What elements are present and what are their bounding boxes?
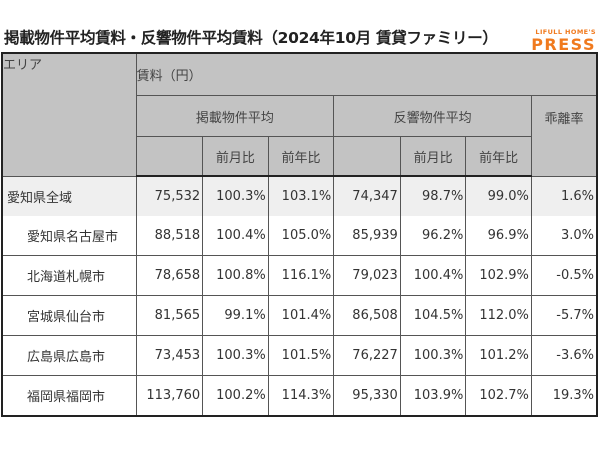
response-mom-header: 前月比	[399, 136, 467, 177]
response-yoy-cell: 99.0%	[465, 175, 532, 216]
response-yoy-cell: 102.9%	[465, 255, 532, 296]
response-cell: 86,508	[333, 295, 401, 336]
listed-mom-cell: 100.8%	[202, 255, 269, 296]
response-cell: 79,023	[333, 255, 401, 296]
listed-cell: 113,760	[135, 375, 204, 417]
listed-blank-header	[135, 136, 204, 177]
table-row: 北海道札幌市 78,658 100.8% 116.1% 79,023 100.4…	[1, 255, 598, 296]
listed-cell: 78,658	[135, 255, 204, 296]
listed-mom-cell: 100.4%	[202, 216, 269, 256]
area-cell: 広島県広島市	[1, 335, 137, 376]
rent-header: 賃料（円）	[135, 52, 598, 96]
listed-mom-cell: 100.2%	[202, 375, 269, 417]
table-row: 宮城県仙台市 81,565 99.1% 101.4% 86,508 104.5%…	[1, 295, 598, 336]
listed-mom-cell: 100.3%	[202, 335, 269, 376]
response-mom-cell: 103.9%	[399, 375, 467, 417]
response-mom-cell: 100.3%	[399, 335, 467, 376]
area-cell: 福岡県福岡市	[1, 375, 137, 417]
response-cell: 95,330	[333, 375, 401, 417]
response-cell: 74,347	[333, 175, 401, 216]
logo-big-text: PRESS	[531, 35, 596, 54]
gap-rate-cell: -0.5%	[530, 255, 598, 296]
listed-yoy-header: 前年比	[267, 136, 335, 177]
area-cell: 愛知県名古屋市	[1, 216, 137, 256]
gap-rate-header: 乖離率	[530, 95, 598, 177]
area-cell: 北海道札幌市	[1, 255, 137, 296]
rent-table: エリア 賃料（円） 掲載物件平均 反響物件平均 乖離率 前月比 前年比 前月比 …	[1, 52, 598, 417]
listed-cell: 73,453	[135, 335, 204, 376]
response-yoy-cell: 102.7%	[465, 375, 532, 417]
gap-rate-cell: -3.6%	[530, 335, 598, 376]
table-row: 福岡県福岡市 113,760 100.2% 114.3% 95,330 103.…	[1, 375, 598, 417]
listed-mom-header: 前月比	[202, 136, 269, 177]
response-mom-cell: 104.5%	[399, 295, 467, 336]
response-yoy-cell: 96.9%	[465, 216, 532, 256]
table-row: 愛知県名古屋市 88,518 100.4% 105.0% 85,939 96.2…	[1, 216, 598, 256]
response-yoy-cell: 112.0%	[465, 295, 532, 336]
listed-cell: 88,518	[135, 216, 204, 256]
listed-yoy-cell: 114.3%	[267, 375, 335, 417]
listed-avg-header: 掲載物件平均	[135, 95, 335, 137]
response-avg-header: 反響物件平均	[333, 95, 532, 137]
gap-rate-cell: 19.3%	[530, 375, 598, 417]
area-cell: 愛知県全域	[1, 175, 137, 216]
listed-yoy-cell: 101.5%	[267, 335, 335, 376]
listed-yoy-cell: 116.1%	[267, 255, 335, 296]
response-cell: 76,227	[333, 335, 401, 376]
listed-yoy-cell: 105.0%	[267, 216, 335, 256]
response-blank-header	[333, 136, 401, 177]
response-yoy-cell: 101.2%	[465, 335, 532, 376]
response-yoy-header: 前年比	[465, 136, 532, 177]
response-mom-cell: 96.2%	[399, 216, 467, 256]
listed-cell: 75,532	[135, 175, 204, 216]
listed-mom-cell: 100.3%	[202, 175, 269, 216]
area-cell: 宮城県仙台市	[1, 295, 137, 336]
gap-rate-cell: -5.7%	[530, 295, 598, 336]
page-title: 掲載物件平均賃料・反響物件平均賃料（2024年10月 賃貸ファミリー）	[4, 29, 498, 47]
gap-rate-cell: 3.0%	[530, 216, 598, 256]
response-cell: 85,939	[333, 216, 401, 256]
listed-yoy-cell: 103.1%	[267, 175, 335, 216]
listed-cell: 81,565	[135, 295, 204, 336]
table-row: 広島県広島市 73,453 100.3% 101.5% 76,227 100.3…	[1, 335, 598, 376]
response-mom-cell: 98.7%	[399, 175, 467, 216]
listed-mom-cell: 99.1%	[202, 295, 269, 336]
area-header: エリア	[1, 52, 137, 177]
logo-small-text: LIFULL HOME'S	[535, 28, 596, 36]
listed-yoy-cell: 101.4%	[267, 295, 335, 336]
table-row: 愛知県全域 75,532 100.3% 103.1% 74,347 98.7% …	[1, 175, 598, 216]
lifull-homes-press-logo: LIFULL HOME'S PRESS	[531, 28, 596, 54]
gap-rate-cell: 1.6%	[530, 175, 598, 216]
response-mom-cell: 100.4%	[399, 255, 467, 296]
